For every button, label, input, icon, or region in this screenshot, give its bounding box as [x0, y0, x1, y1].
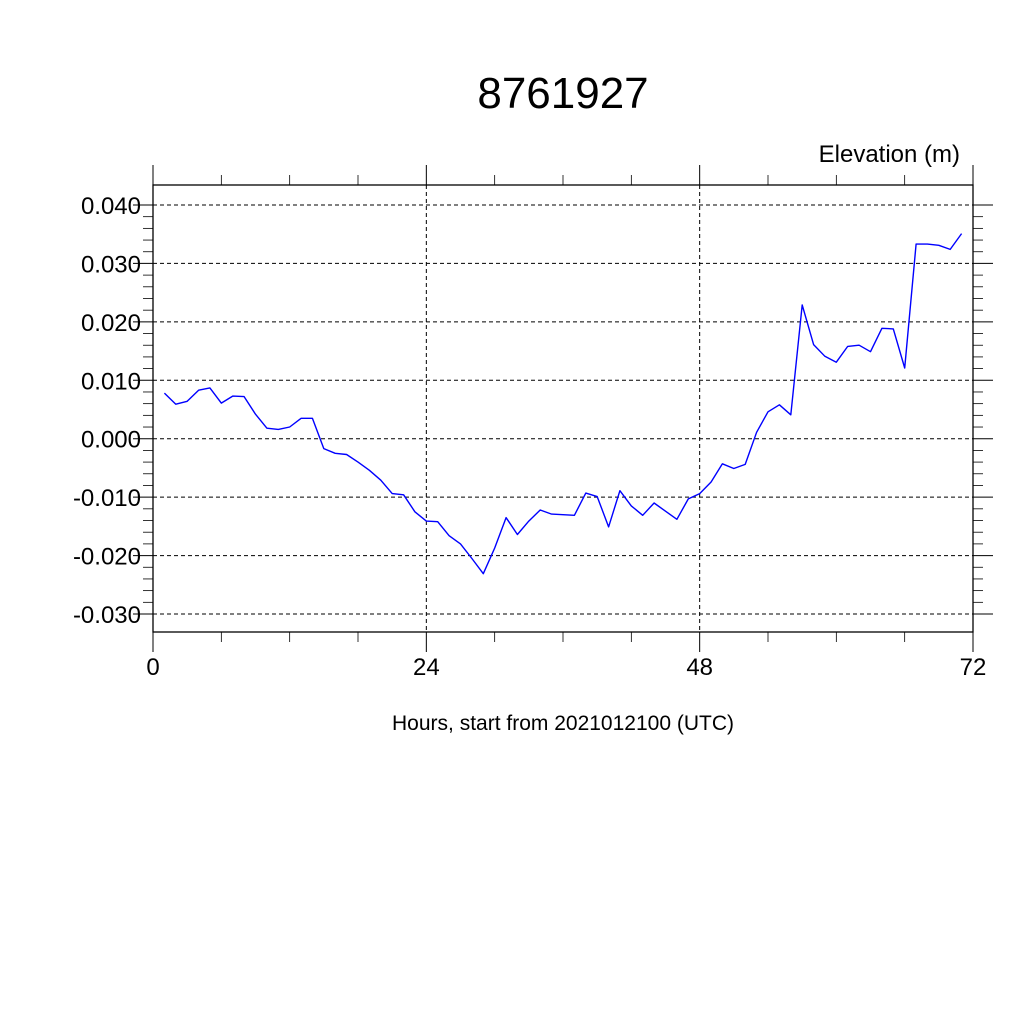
plot-frame [152, 184, 974, 633]
series-layer [163, 233, 963, 575]
y-tick-label: 0.030 [81, 251, 141, 278]
x-axis-label: Hours, start from 2021012100 (UTC) [392, 712, 734, 735]
x-tick-label: 72 [960, 654, 987, 681]
y-tick-label: 0.010 [81, 368, 141, 395]
y-tick-label: 0.000 [81, 427, 141, 454]
series-line [163, 233, 963, 575]
x-tick-label: 48 [686, 654, 713, 681]
chart-title: 8761927 [477, 69, 648, 118]
y-axis-label: Elevation (m) [819, 141, 960, 168]
y-tick-label: 0.040 [81, 193, 141, 220]
y-tick-label: -0.030 [73, 602, 141, 629]
x-tick-label: 24 [413, 654, 440, 681]
x-tick-label: 0 [146, 654, 159, 681]
y-tick-label: 0.020 [81, 310, 141, 337]
y-tick-label: -0.020 [73, 544, 141, 571]
tick-labels: -0.030 -0.020 -0.010 0.000 0.010 0.020 0.030 0.… [73, 193, 986, 681]
axis-ticks [133, 165, 993, 652]
y-tick-label: -0.010 [73, 485, 141, 512]
grid-lines [153, 185, 973, 632]
